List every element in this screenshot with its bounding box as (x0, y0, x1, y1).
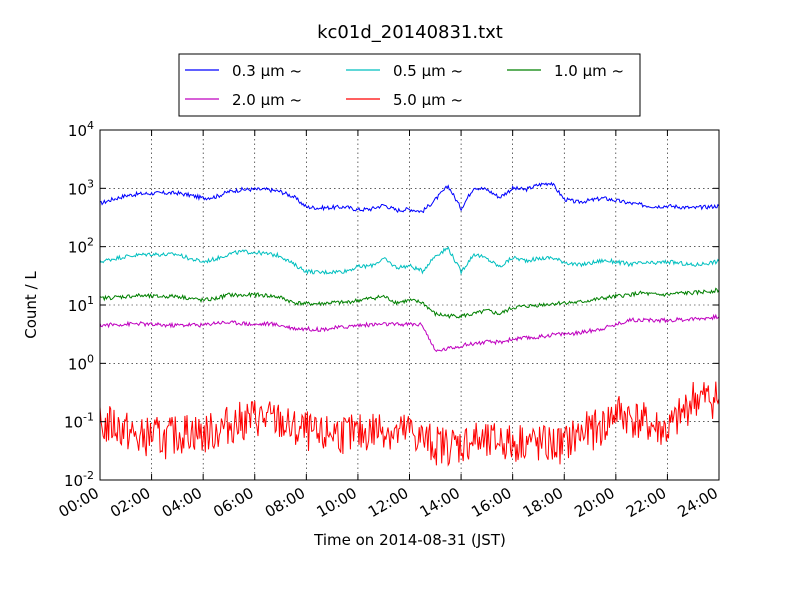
legend-label: 5.0 μm ~ (393, 91, 463, 109)
series-lines (99, 181, 720, 467)
y-tick-label: 10-1 (64, 411, 94, 432)
y-axis-label: Count / L (22, 271, 40, 339)
legend: 0.3 μm ~ 0.5 μm ~ 1.0 μm ~ 2.0 μm ~ 5.0 μm ~ (178, 53, 641, 117)
plot-frame (99, 129, 720, 481)
y-tick-label: 102 (68, 236, 94, 257)
legend-box (178, 53, 641, 117)
legend-label: 0.3 μm ~ (232, 62, 302, 80)
y-tick-label: 101 (68, 294, 94, 315)
y-tick-label: 100 (68, 352, 94, 373)
series-line (99, 181, 720, 214)
y-tick-label: 103 (68, 177, 94, 198)
series-line (99, 381, 720, 467)
series-line (99, 246, 720, 276)
chart-title: kc01d_20140831.txt (317, 22, 503, 43)
plot-area (100, 130, 719, 480)
legend-label: 1.0 μm ~ (554, 62, 624, 80)
series-line (99, 313, 720, 353)
y-tick-label: 104 (68, 119, 94, 140)
legend-label: 2.0 μm ~ (232, 91, 302, 109)
y-tick-label: 10-2 (64, 469, 94, 490)
series-line (99, 287, 720, 319)
x-axis-label: Time on 2014-08-31 (JST) (313, 531, 506, 549)
y-tick-labels: 10-2 10-1 100 101 102 103 104 (64, 119, 94, 490)
legend-label: 0.5 μm ~ (393, 62, 463, 80)
